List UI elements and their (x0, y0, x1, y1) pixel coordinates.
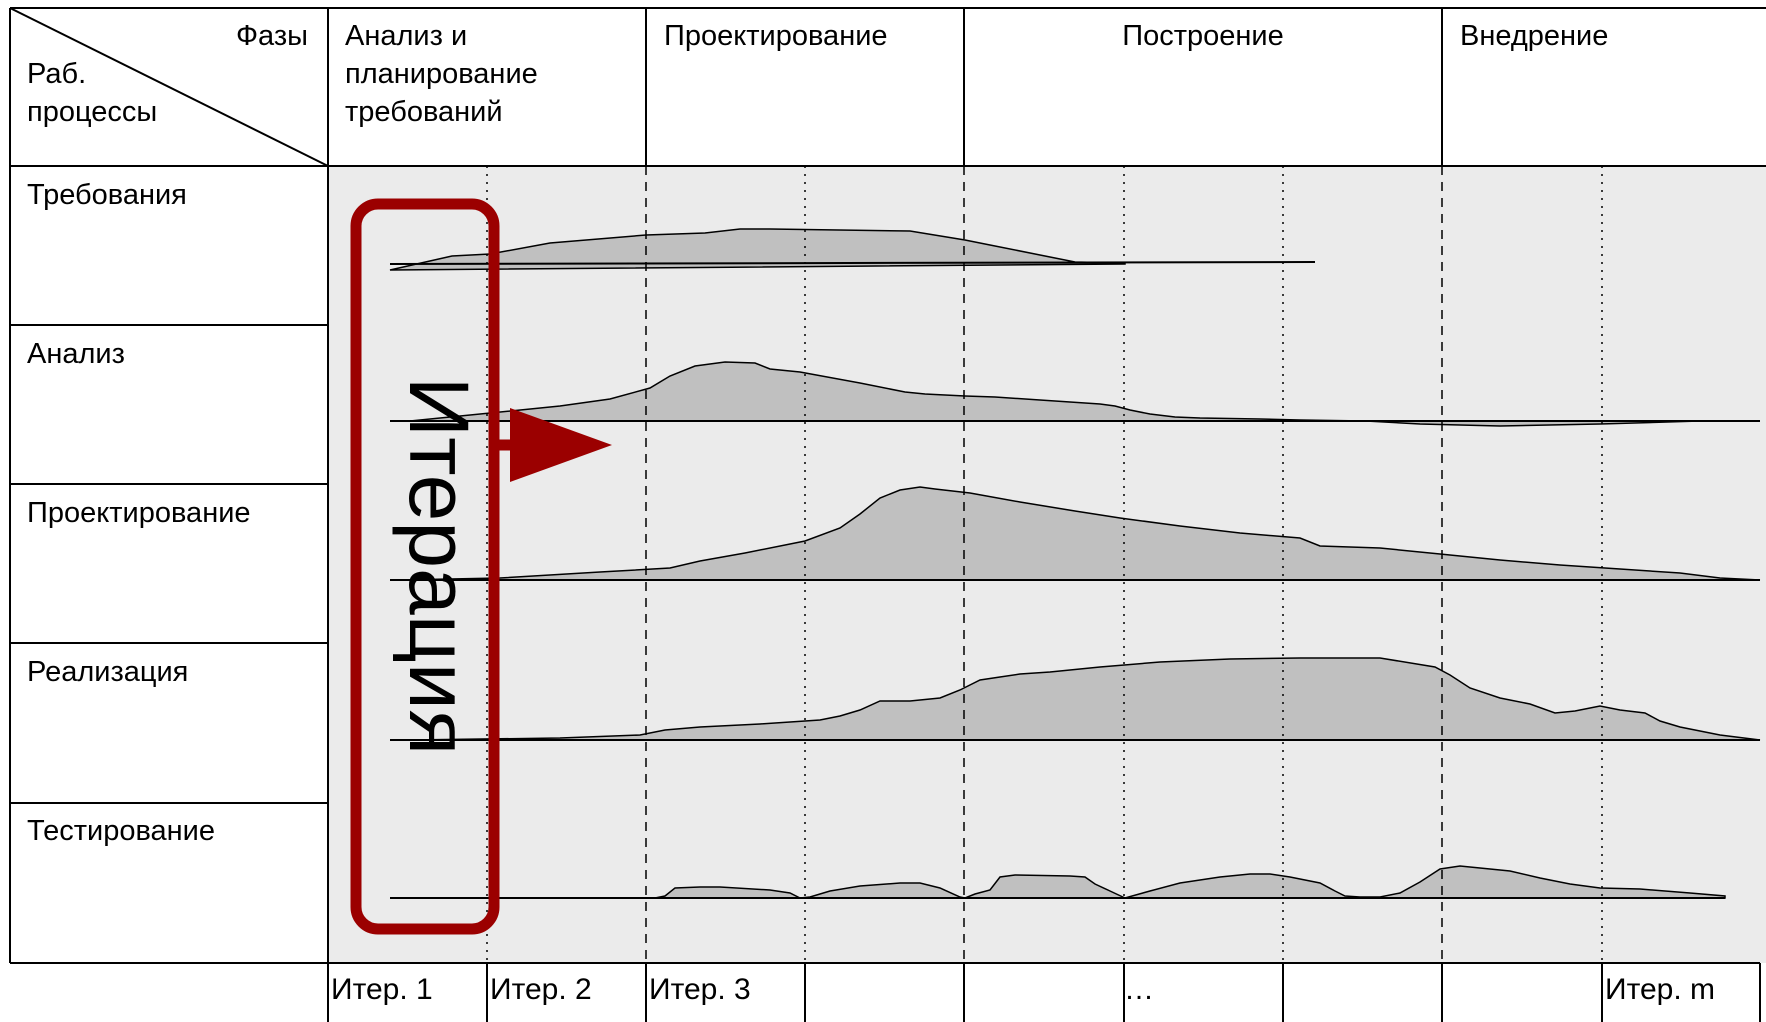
design-workload-area (399, 486, 1761, 581)
workflow-column-background (10, 166, 328, 963)
implementation-workload-area (409, 657, 1761, 741)
corner-label-phases: Фазы (236, 20, 308, 52)
phase-label-inception-line-1: Анализ и (345, 20, 467, 52)
testing-workload-area (654, 865, 1726, 899)
phase-boundary-lines (645, 166, 1443, 963)
workflow-label-implementation: Реализация (27, 656, 188, 688)
phase-header-background (328, 8, 1766, 166)
workflow-label-design: Проектирование (27, 497, 251, 529)
workload-curves (389, 228, 1761, 899)
iteration-boundary-lines (486, 166, 1603, 963)
workflow-label-testing: Тестирование (27, 815, 215, 847)
iteration-label-3: Итер. 3 (649, 973, 751, 1006)
iteration-label-ellipsis: … (1124, 973, 1154, 1006)
analysis-workload-area (409, 361, 1367, 422)
iteration-label-m: Итер. m (1605, 973, 1715, 1006)
corner-label-workflows-1: Раб. (27, 58, 86, 90)
phase-label-inception-line-3: требований (345, 96, 503, 128)
iteration-label-2: Итер. 2 (490, 973, 592, 1006)
phase-label-inception-line-2: планирование (345, 58, 538, 90)
iteration-marker: Итерация (350, 198, 612, 935)
iteration-highlight-box (350, 198, 500, 935)
workflow-label-analysis: Анализ (27, 338, 125, 370)
phase-label-transition: Внедрение (1460, 20, 1608, 52)
iteration-label-1: Итер. 1 (331, 973, 433, 1006)
phase-label-construction: Построение (1122, 20, 1283, 52)
iteration-marker-label: Итерация (392, 377, 486, 756)
iteration-row-background (328, 963, 1766, 1022)
phase-label-elaboration: Проектирование (664, 20, 888, 52)
corner-diagonal (9, 7, 329, 167)
corner-label-workflows-2: процессы (27, 96, 157, 128)
workflow-label-requirements: Требования (27, 179, 187, 211)
iteration-arrow-head-icon (510, 408, 612, 482)
requirements-baseline (389, 261, 1316, 265)
table-grid (9, 7, 1766, 1022)
